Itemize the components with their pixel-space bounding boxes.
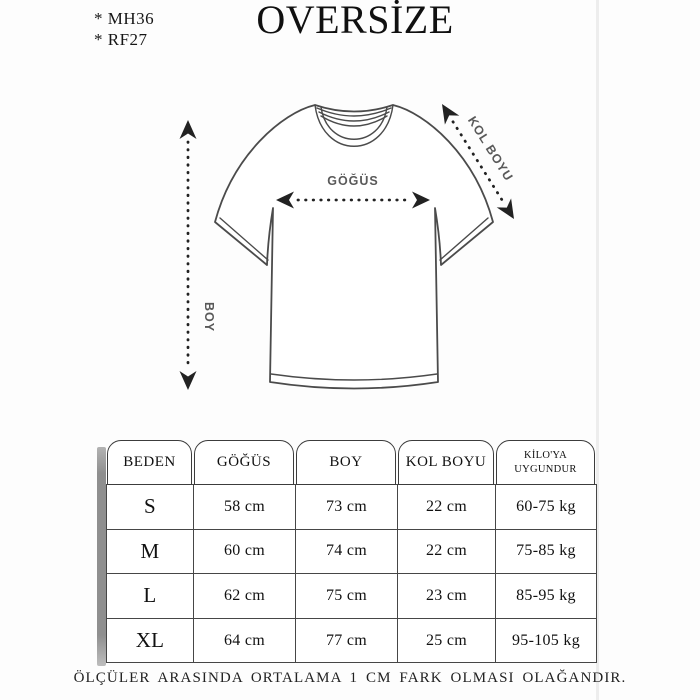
product-codes: * MH36 * RF27: [94, 8, 154, 50]
cell-weight: 95-105 kg: [495, 617, 597, 664]
table-row-s: S 58 cm 73 cm 22 cm 60-75 kg: [106, 484, 597, 530]
cell-size: M: [106, 528, 194, 575]
cell-size: S: [106, 484, 194, 530]
collar-rib-3: [320, 115, 388, 127]
scan-shadow-strip: [97, 447, 106, 666]
size-table-body: S 58 cm 73 cm 22 cm 60-75 kg M 60 cm 74 …: [106, 484, 597, 664]
length-arrowhead-bottom: [179, 371, 197, 390]
cell-length: 73 cm: [295, 484, 398, 530]
collar-inner: [320, 106, 388, 140]
chest-label: GÖĞÜS: [327, 173, 379, 188]
sleeve-arrowhead-bottom: [496, 198, 514, 219]
cell-sleeve: 25 cm: [397, 617, 496, 664]
sleeve-arrow: [442, 104, 514, 219]
cell-length: 77 cm: [295, 617, 398, 664]
header-kiloya-uygundur: KİLO'YA UYGUNDUR: [496, 440, 595, 485]
collar-rib-1: [316, 107, 392, 117]
sleeve-arrowhead-top: [442, 104, 460, 125]
cell-chest: 62 cm: [193, 573, 296, 619]
table-row-xl: XL 64 cm 77 cm 25 cm 95-105 kg: [106, 617, 597, 664]
header-gogus: GÖĞÜS: [194, 440, 294, 485]
cell-weight: 85-95 kg: [495, 573, 597, 619]
right-cuff-line: [439, 217, 489, 261]
cell-weight: 75-85 kg: [495, 528, 597, 575]
measurement-disclaimer: ÖLÇÜLER ARASINDA ORTALAMA 1 CM FARK OLMA…: [73, 670, 627, 686]
table-row-m: M 60 cm 74 cm 22 cm 75-85 kg: [106, 528, 597, 575]
size-table: BEDEN GÖĞÜS BOY KOL BOYU KİLO'YA UYGUNDU…: [106, 440, 597, 664]
cell-chest: 58 cm: [193, 484, 296, 530]
product-code-2: * RF27: [94, 30, 148, 49]
header-boy: BOY: [296, 440, 396, 485]
cell-weight: 60-75 kg: [495, 484, 597, 530]
cell-chest: 60 cm: [193, 528, 296, 575]
tshirt-measurement-diagram: GÖĞÜS BOY KOL BOYU: [179, 104, 516, 390]
cell-length: 74 cm: [295, 528, 398, 575]
cell-sleeve: 23 cm: [397, 573, 496, 619]
left-cuff-line: [219, 217, 269, 261]
cell-chest: 64 cm: [193, 617, 296, 664]
tshirt-outline: [214, 104, 494, 390]
cell-sleeve: 22 cm: [397, 484, 496, 530]
chest-arrow: [276, 191, 430, 209]
chest-arrowhead-right: [412, 191, 430, 209]
table-row-l: L 62 cm 75 cm 23 cm 85-95 kg: [106, 573, 597, 619]
chest-arrowhead-left: [276, 191, 294, 209]
length-arrowhead-top: [179, 120, 197, 139]
header-beden: BEDEN: [107, 440, 192, 485]
cell-length: 75 cm: [295, 573, 398, 619]
collar-outer: [314, 104, 394, 147]
cell-sleeve: 22 cm: [397, 528, 496, 575]
page-edge-line: [596, 0, 599, 700]
page-title: OVERSİZE: [256, 0, 454, 42]
size-table-header: BEDEN GÖĞÜS BOY KOL BOYU KİLO'YA UYGUNDU…: [106, 440, 596, 485]
cell-size: L: [106, 573, 194, 619]
product-code-1: * MH36: [94, 9, 155, 28]
hem-line: [270, 373, 438, 381]
collar-rib-2: [318, 111, 390, 122]
length-label: BOY: [202, 302, 216, 332]
header-kol-boyu: KOL BOYU: [398, 440, 494, 485]
cell-size: XL: [106, 617, 194, 664]
tshirt-details: [219, 104, 489, 381]
length-arrow: [179, 120, 197, 390]
